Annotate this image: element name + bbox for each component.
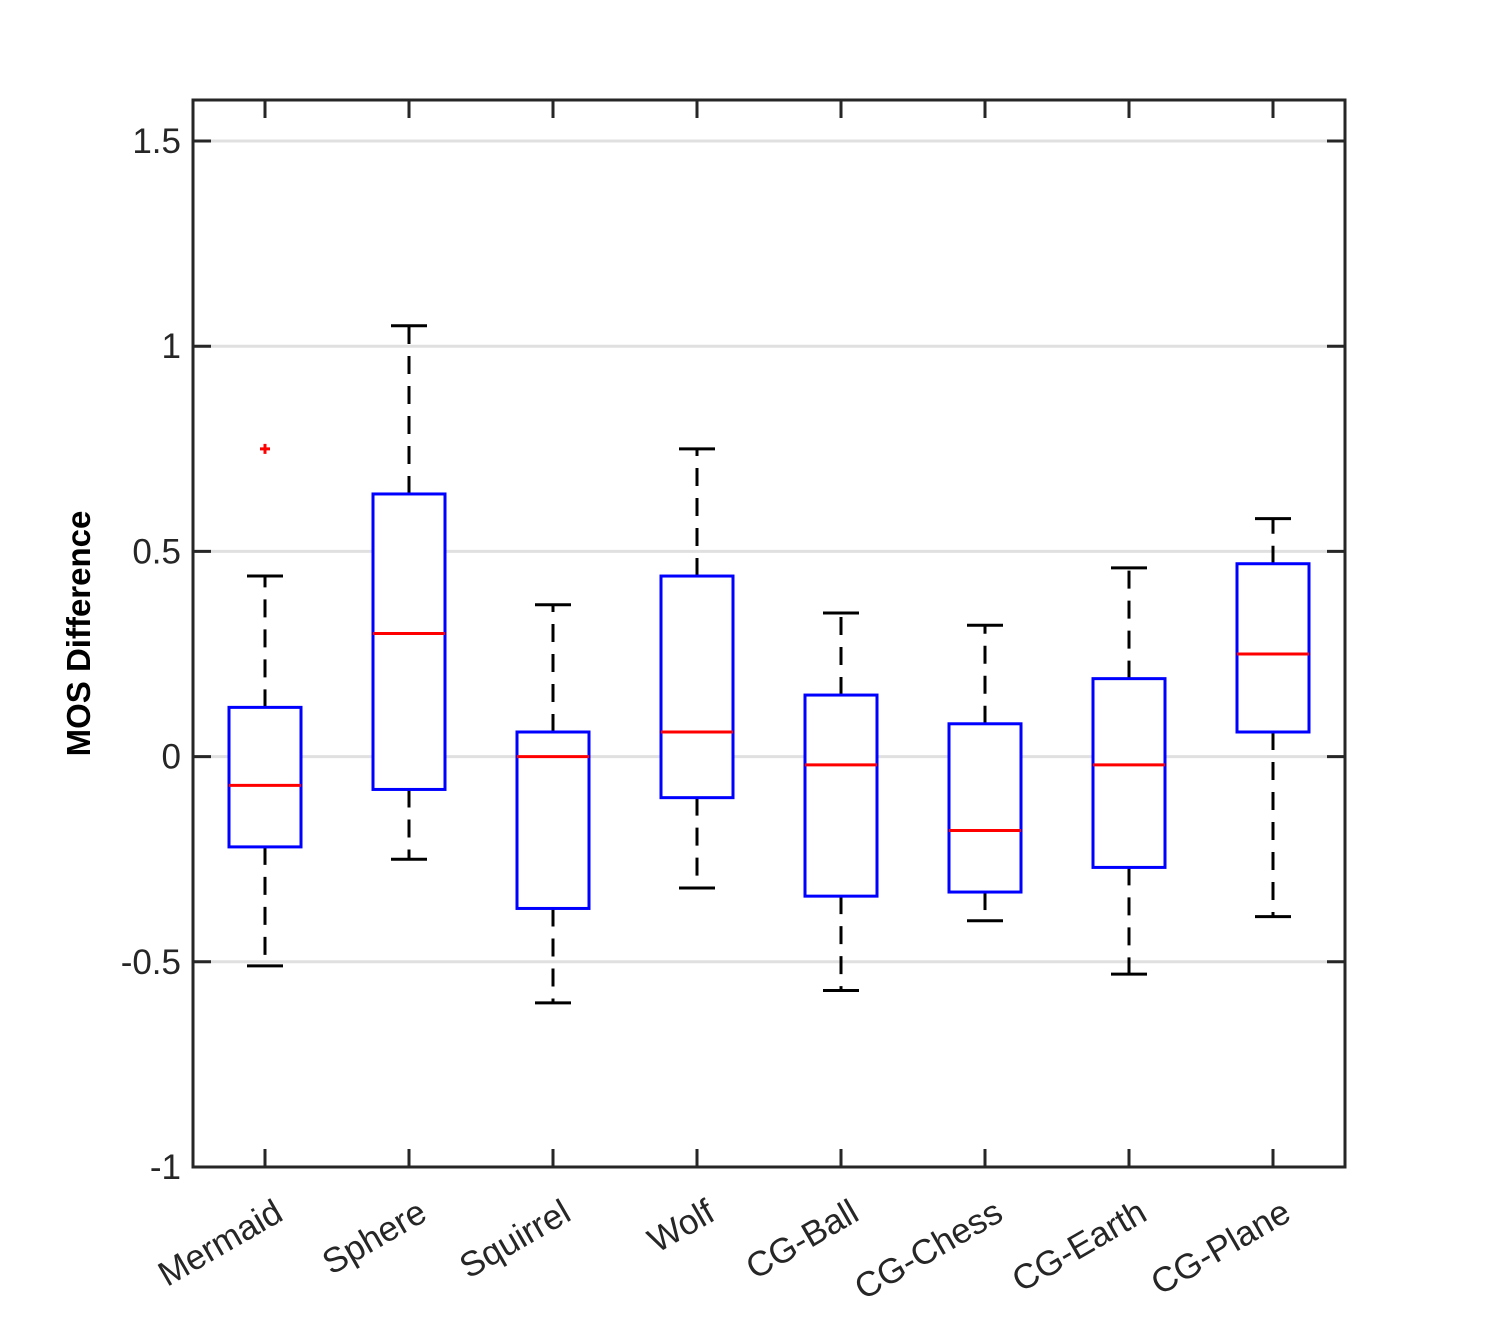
y-tick-label: 0 xyxy=(162,738,181,777)
iqr-box xyxy=(947,722,1023,894)
outlier-marker xyxy=(260,443,270,454)
iqr-box xyxy=(227,705,303,849)
y-tick-label: -0.5 xyxy=(121,943,181,982)
axes-frame xyxy=(191,98,1347,1169)
iqr-box xyxy=(1091,677,1167,869)
y-tick-label: 1.5 xyxy=(132,122,181,161)
iqr-box xyxy=(1235,562,1311,734)
x-tick-label: Sphere xyxy=(316,1192,433,1282)
x-tick-label: Wolf xyxy=(641,1192,721,1261)
y-tick-labels: -1 -0.5 0 0.5 1 1.5 xyxy=(121,122,181,1187)
grid-lines xyxy=(193,139,1345,964)
x-tick-label: CG-Earth xyxy=(1005,1192,1153,1300)
boxes xyxy=(227,324,1311,1005)
box-group xyxy=(371,324,447,861)
y-tick-label: -1 xyxy=(150,1148,181,1187)
y-axis-label: MOS Difference xyxy=(60,511,97,757)
box-group xyxy=(659,447,735,890)
x-tick-label: Mermaid xyxy=(152,1192,289,1294)
x-tick-labels: Mermaid Sphere Squirrel Wolf CG-BallCG-Chess… xyxy=(152,1192,1297,1308)
box-group xyxy=(227,443,303,968)
x-tick-label: CG-Chess xyxy=(848,1192,1009,1307)
box-group xyxy=(515,603,591,1005)
x-tick-label: CG-Plane xyxy=(1144,1192,1297,1303)
axis-ticks xyxy=(193,100,1345,1169)
x-tick-label: CG-Ball xyxy=(739,1192,865,1287)
box-group xyxy=(1091,566,1167,976)
iqr-box xyxy=(803,693,879,898)
iqr-box xyxy=(659,574,735,800)
iqr-box xyxy=(515,730,591,910)
box-group xyxy=(947,623,1023,923)
iqr-box xyxy=(371,492,447,791)
y-tick-label: 0.5 xyxy=(132,532,181,571)
box-group xyxy=(803,611,879,993)
y-tick-label: 1 xyxy=(162,327,181,366)
box-group xyxy=(1235,517,1311,919)
x-tick-label: Squirrel xyxy=(453,1192,577,1286)
